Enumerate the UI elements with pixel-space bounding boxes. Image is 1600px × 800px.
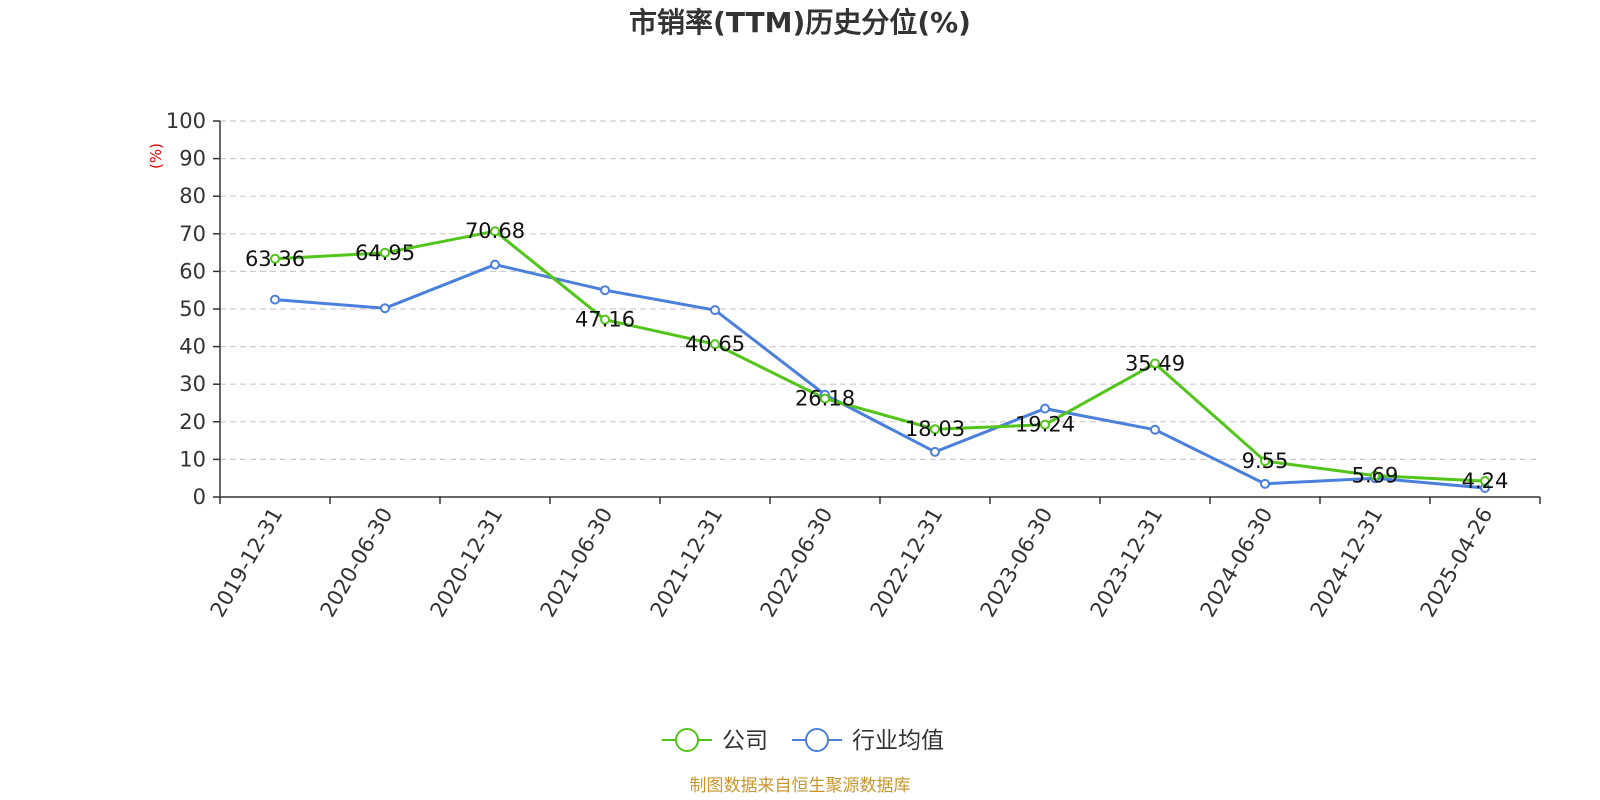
series-point-1 (930, 446, 940, 457)
y-tick-label: 100 (166, 109, 206, 133)
x-tick-label: 2021-12-31 (646, 504, 728, 622)
data-label: 5.69 (1352, 464, 1399, 488)
data-label: 26.18 (795, 387, 855, 411)
x-tick-label: 2020-06-30 (316, 504, 398, 622)
y-tick-labels: 0 10 20 30 40 50 60 70 80 90 100 (166, 109, 206, 509)
x-tick-label: 2021-06-30 (536, 504, 618, 622)
legend-label: 公司 (722, 728, 768, 754)
series-point-0 (490, 226, 500, 237)
data-label: 35.49 (1125, 352, 1185, 376)
legend-item-0[interactable]: 公司 (662, 728, 768, 754)
grid-lines (220, 120, 1540, 460)
y-tick-label: 50 (179, 297, 206, 321)
axes (213, 120, 1541, 504)
series-points (270, 226, 1490, 493)
series-line-1 (274, 263, 1486, 490)
series-line-0 (274, 229, 1486, 483)
y-axis-label: (%) (147, 143, 165, 169)
x-tick-label: 2022-06-30 (756, 504, 838, 622)
series-point-0 (930, 424, 940, 435)
legend-marker-icon (805, 728, 829, 752)
series-point-1 (1040, 403, 1050, 414)
series-point-1 (490, 259, 500, 270)
x-tick-label: 2023-06-30 (976, 504, 1058, 622)
series-point-0 (820, 393, 830, 404)
series-point-1 (1150, 424, 1160, 435)
source-note: 制图数据来自恒生聚源数据库 (690, 776, 911, 796)
series-point-0 (1480, 476, 1490, 487)
data-label: 19.24 (1015, 413, 1075, 437)
x-tick-label: 2024-12-31 (1306, 504, 1388, 622)
x-tick-label: 2022-12-31 (866, 504, 948, 622)
series-point-1 (600, 285, 610, 296)
series-point-1 (710, 305, 720, 316)
data-label: 47.16 (575, 308, 635, 332)
series-point-0 (270, 253, 280, 264)
series-point-0 (1260, 456, 1270, 467)
data-label: 18.03 (905, 417, 965, 441)
data-labels: 63.36 64.95 70.68 47.16 40.65 26.18 18.03 19.24… (245, 219, 1508, 493)
data-label: 70.68 (465, 219, 525, 243)
y-tick-label: 10 (179, 447, 206, 471)
y-tick-label: 30 (179, 372, 206, 396)
x-tick-label: 2025-04-26 (1416, 504, 1498, 622)
y-tick-label: 60 (179, 259, 206, 283)
series-point-1 (270, 294, 280, 305)
series-point-0 (710, 339, 720, 350)
legend-marker-icon (675, 728, 699, 752)
y-tick-label: 70 (179, 222, 206, 246)
data-label: 63.36 (245, 247, 305, 271)
x-tick-label: 2019-12-31 (206, 504, 288, 622)
data-label: 40.65 (685, 332, 745, 356)
data-label: 64.95 (355, 241, 415, 265)
series-lines (274, 229, 1486, 490)
legend-item-1[interactable]: 行业均值 (792, 728, 944, 754)
series-point-0 (600, 314, 610, 325)
series-point-1 (380, 303, 390, 314)
data-label: 9.55 (1242, 449, 1289, 473)
legend[interactable]: 公司 行业均值 (662, 728, 944, 754)
legend-label: 行业均值 (852, 728, 944, 754)
series-point-1 (1260, 478, 1270, 489)
y-tick-label: 90 (179, 147, 206, 171)
series-point-0 (1150, 358, 1160, 369)
x-tick-label: 2023-12-31 (1086, 504, 1168, 622)
series-point-0 (1370, 470, 1380, 481)
x-tick-label: 2020-12-31 (426, 504, 508, 622)
y-tick-label: 80 (179, 184, 206, 208)
y-tick-label: 40 (179, 335, 206, 359)
series-point-0 (380, 247, 390, 258)
x-tick-labels: 2019-12-31 2020-06-30 2020-12-31 2021-06-30… (206, 504, 1498, 622)
data-label: 4.24 (1462, 469, 1509, 493)
series-point-0 (1040, 419, 1050, 430)
y-tick-label: 20 (179, 410, 206, 434)
chart-title: 市销率(TTM)历史分位(%) (629, 6, 971, 39)
x-tick-label: 2024-06-30 (1196, 504, 1278, 622)
y-tick-label: 0 (193, 485, 206, 509)
